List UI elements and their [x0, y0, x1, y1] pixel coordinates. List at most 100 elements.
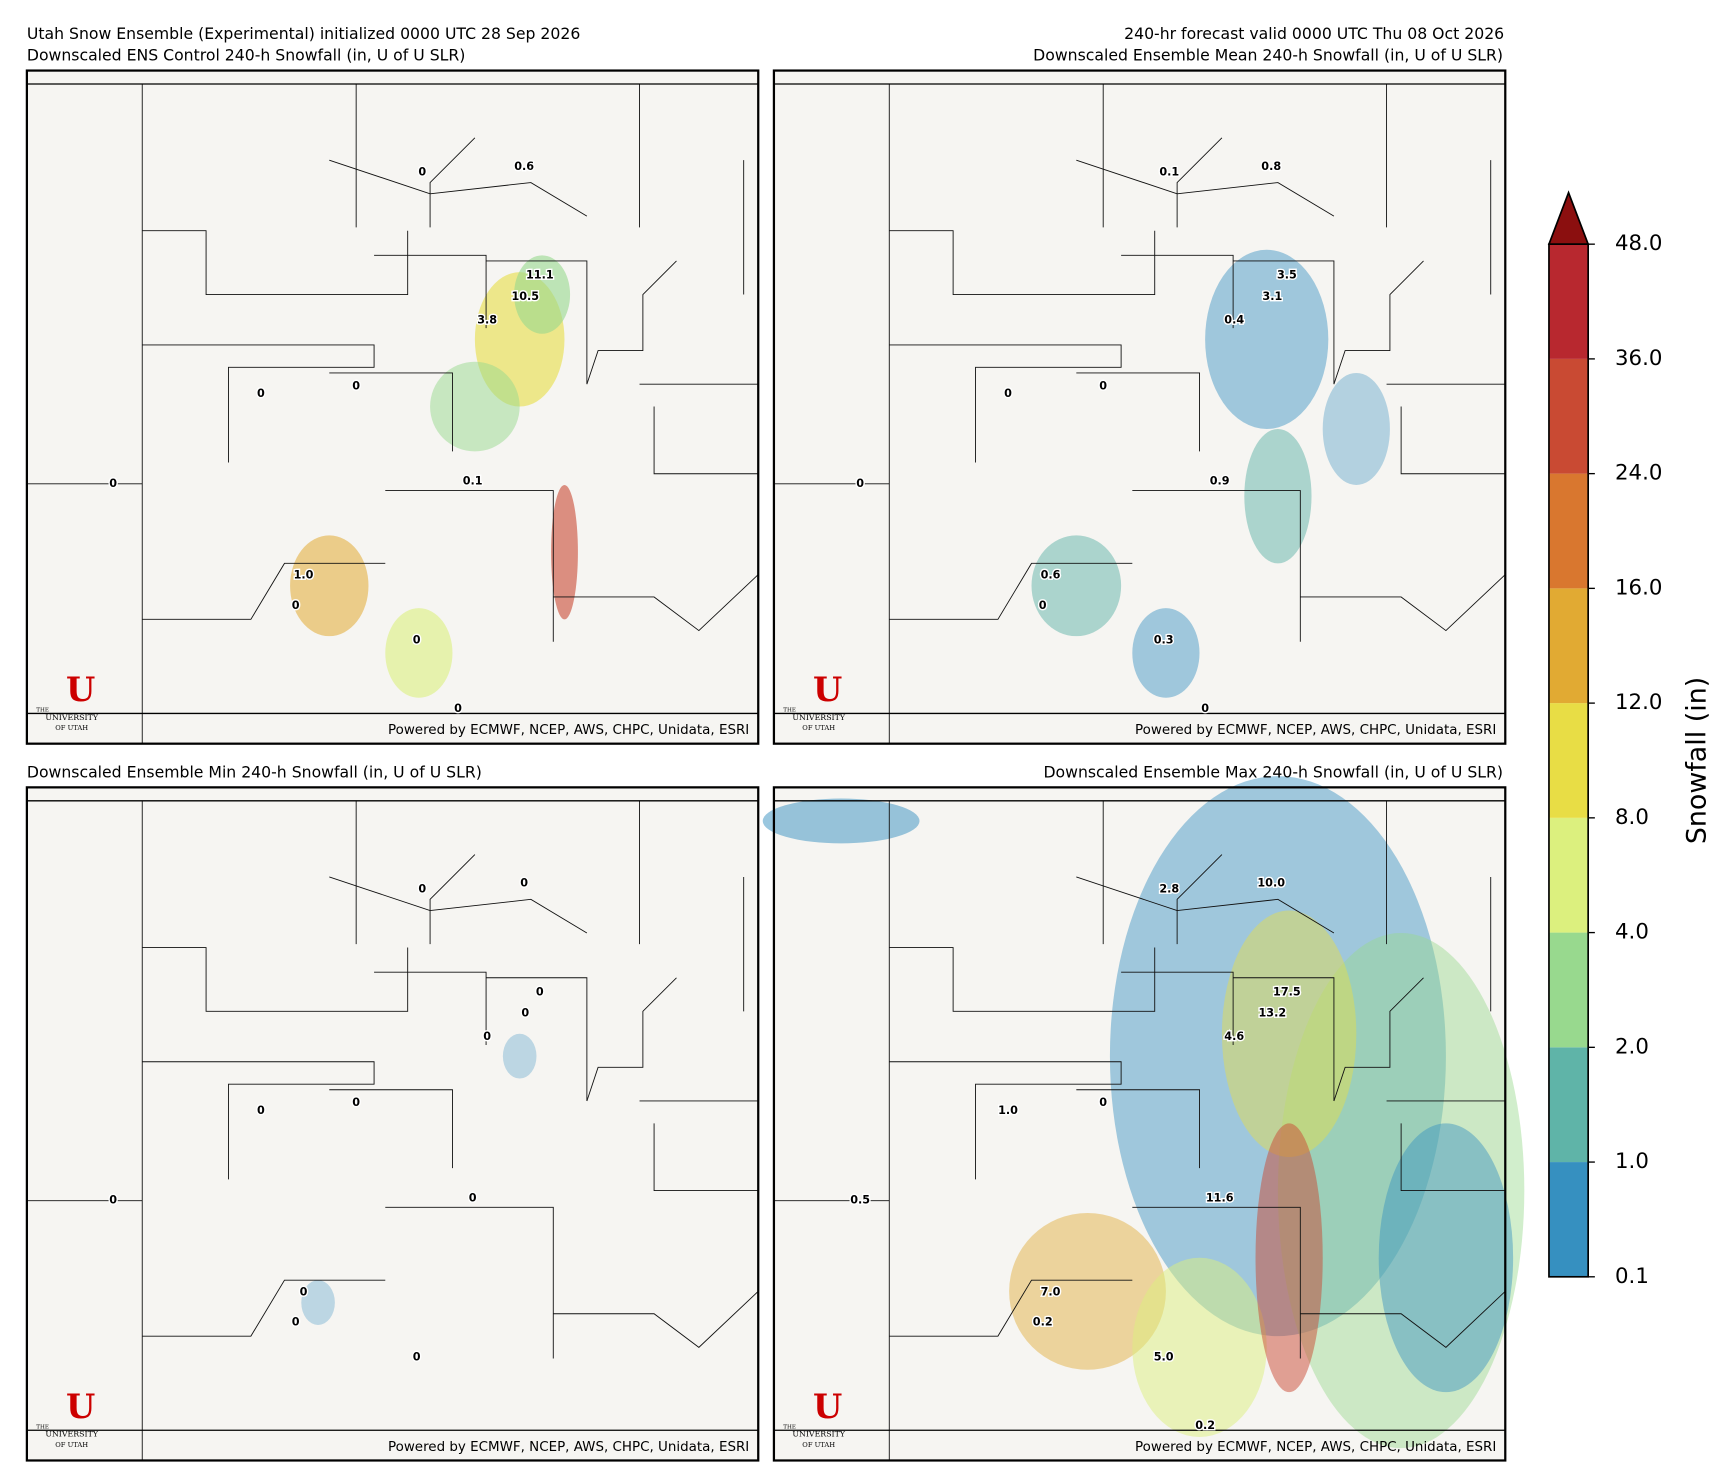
colorbar-tick-label: 16.0 [1615, 575, 1662, 600]
state-border [142, 230, 409, 296]
logo-u: U [66, 669, 95, 709]
snow-area [1244, 428, 1312, 564]
colorbar-frame [1548, 243, 1590, 1278]
state-border [1076, 159, 1335, 217]
point-value: 5.0 [1154, 1350, 1174, 1363]
colorbar-tick-label: 48.0 [1615, 231, 1662, 256]
point-value: 0 [352, 379, 360, 392]
snow-area [502, 1033, 537, 1079]
point-value: 1.0 [294, 569, 314, 582]
colorbar-bin [1548, 1162, 1589, 1277]
logo-line1: UNIVERSITY [45, 1430, 98, 1439]
panel-title: Downscaled ENS Control 240-h Snowfall (i… [27, 46, 466, 65]
panel-title: Downscaled Ensemble Mean 240-h Snowfall … [1033, 46, 1503, 65]
state-border [1333, 260, 1424, 385]
credit: Powered by ECMWF, NCEP, AWS, CHPC, Unida… [388, 723, 749, 738]
state-border [486, 260, 588, 385]
state-border [1176, 137, 1223, 228]
logo-the: THE [783, 708, 796, 714]
logo-line2: OF UTAH [55, 1441, 88, 1449]
map-background [26, 787, 759, 1461]
point-value: 0.3 [1154, 634, 1174, 647]
state-border [1233, 260, 1335, 385]
state-border [553, 1291, 759, 1348]
point-value: 7.0 [1041, 1285, 1061, 1298]
state-border [142, 1061, 375, 1180]
state-border [889, 344, 1122, 463]
state-border [329, 159, 588, 217]
state-border [889, 1279, 1133, 1337]
credit: Powered by ECMWF, NCEP, AWS, CHPC, Unida… [388, 1440, 749, 1455]
point-value: 0 [257, 1104, 265, 1117]
colorbar-tick-label: 1.0 [1615, 1149, 1649, 1174]
state-border [1121, 971, 1234, 1045]
colorbar-bin [1548, 358, 1589, 474]
state-border [1121, 254, 1234, 329]
point-value: 0 [257, 387, 265, 400]
logo-the: THE [36, 1424, 49, 1430]
point-value: 0.2 [1033, 1316, 1053, 1329]
snow-area [290, 535, 369, 637]
point-value: 17.5 [1273, 985, 1301, 998]
point-value: 0 [292, 599, 300, 612]
state-border [586, 260, 677, 385]
state-border [1132, 490, 1301, 642]
logo-the: THE [783, 1424, 796, 1430]
state-border [889, 1061, 1122, 1180]
colorbar-tick-label: 12.0 [1615, 690, 1662, 715]
map-panel: 2.8 10.0 17.5 13.2 4.6 1.0 0 0.5 11.6 7.0 0.2 5.0 0.… [762, 776, 1525, 1462]
snow-area [1205, 249, 1329, 429]
state-border [1076, 876, 1335, 934]
point-value: 0 [418, 165, 426, 178]
logo-u: U [813, 1386, 842, 1426]
point-value: 0 [109, 477, 117, 490]
panel-frame [25, 69, 760, 745]
state-border [1176, 854, 1223, 945]
state-border [1400, 406, 1506, 475]
point-value: 0 [1039, 599, 1047, 612]
point-value: 0 [536, 985, 544, 998]
logo-u: U [66, 1386, 95, 1426]
logo-line1: UNIVERSITY [792, 1430, 845, 1439]
state-border [1076, 1089, 1200, 1169]
colorbar-tick-label: 0.1 [1615, 1264, 1649, 1289]
panel-frame [772, 69, 1507, 745]
colorbar-bin [1548, 932, 1589, 1048]
state-border [329, 1089, 453, 1169]
snow-area [430, 361, 520, 452]
colorbar-bin [1548, 703, 1589, 818]
point-value: 4.6 [1224, 1030, 1244, 1043]
point-value: 13.2 [1259, 1007, 1287, 1020]
colorbar-tick-label: 24.0 [1615, 461, 1662, 486]
point-value: 0 [1099, 379, 1107, 392]
state-border [1076, 372, 1200, 452]
state-border [653, 1123, 759, 1192]
state-border [385, 490, 554, 642]
point-value: 0 [520, 877, 528, 890]
point-value: 0 [469, 1191, 477, 1204]
snow-area [1031, 535, 1122, 637]
snow-area [301, 1280, 335, 1325]
state-border [486, 977, 588, 1101]
snow-area [762, 798, 920, 844]
point-value: 11.1 [526, 269, 554, 282]
state-border [889, 230, 1156, 296]
state-border [889, 562, 1133, 620]
logo-u: U [813, 669, 842, 709]
point-value: 0 [413, 634, 421, 647]
logo-line2: OF UTAH [55, 724, 88, 732]
point-value: 0 [352, 1096, 360, 1109]
point-value: 0 [109, 1194, 117, 1207]
snow-area [1221, 910, 1357, 1157]
snow-area [1109, 776, 1446, 1337]
colorbar-tick-label: 2.0 [1615, 1034, 1649, 1059]
colorbar-bin [1548, 588, 1589, 704]
state-border [1132, 1206, 1301, 1359]
logo-line1: UNIVERSITY [792, 713, 845, 722]
point-value: 0.8 [1261, 160, 1281, 173]
point-value: 0.4 [1224, 313, 1244, 326]
state-border [429, 854, 476, 945]
snow-area [514, 255, 571, 334]
colorbar-tick-label: 8.0 [1615, 805, 1649, 830]
